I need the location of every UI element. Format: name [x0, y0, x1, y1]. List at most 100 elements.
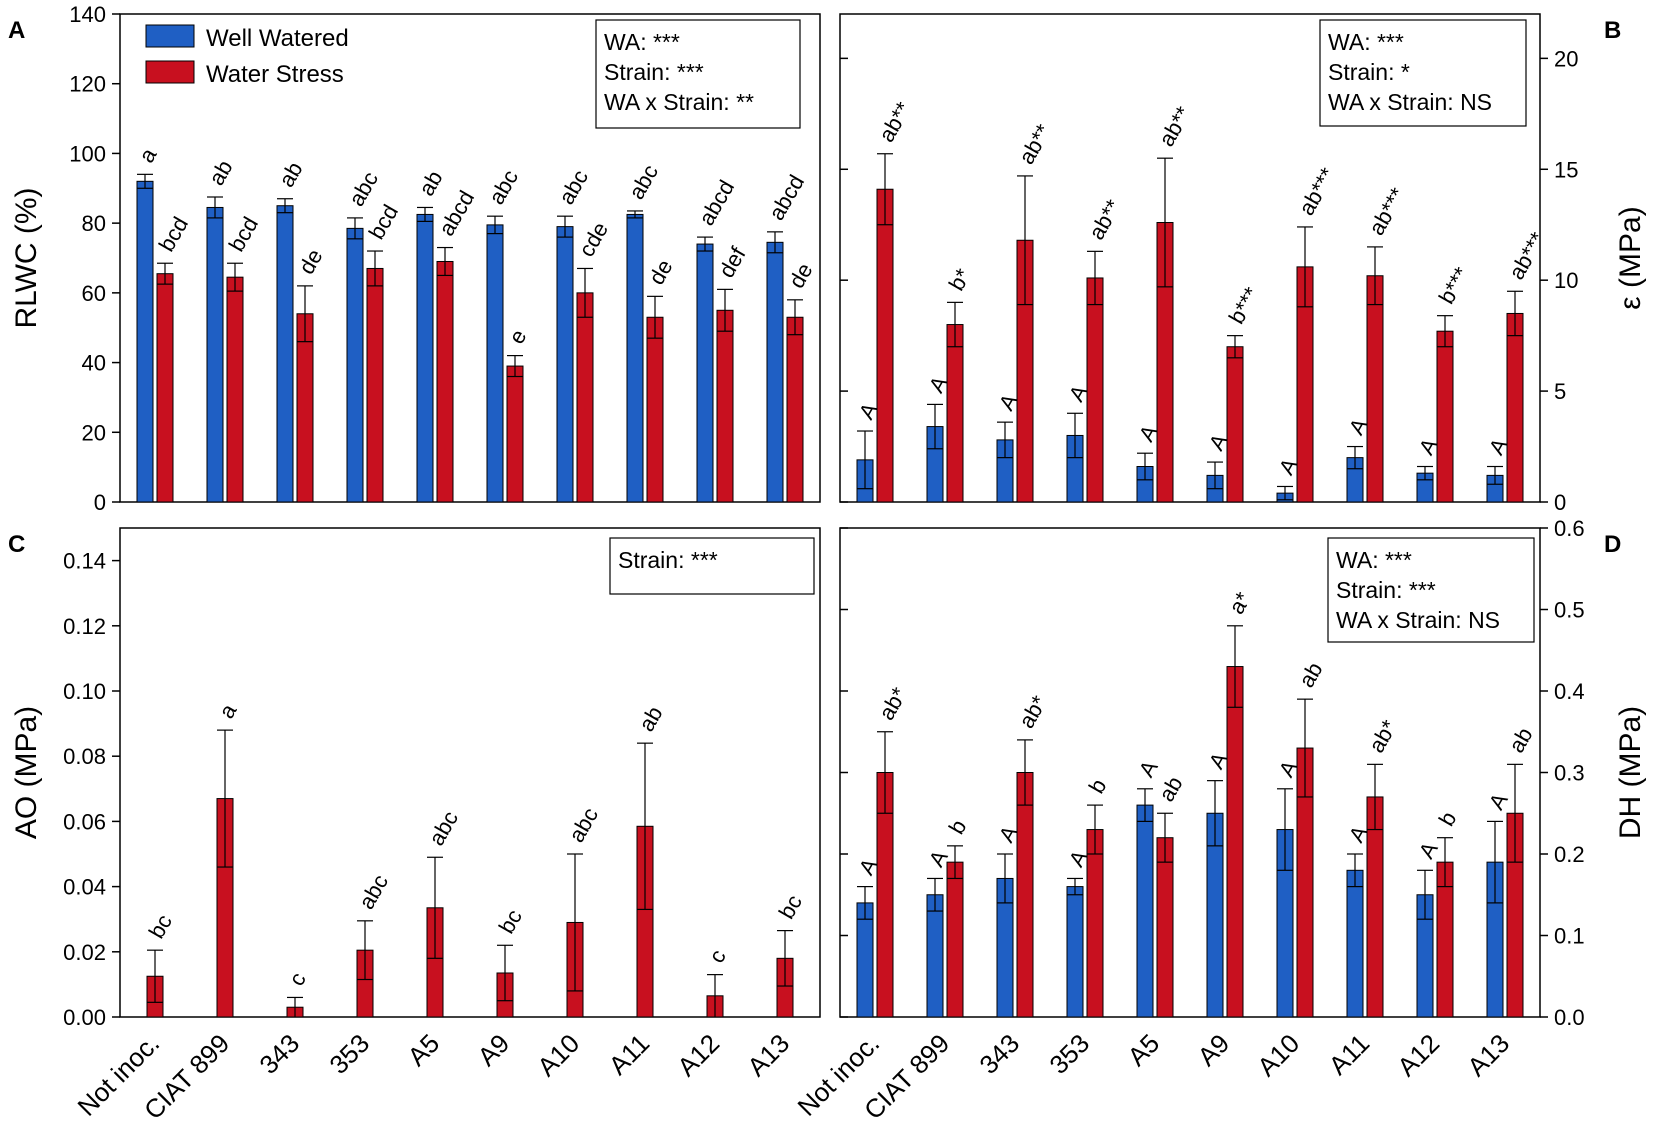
x-category-label: 343 [253, 1028, 305, 1080]
significance-label: ab [634, 702, 668, 736]
bar [366, 267, 384, 503]
significance-label: abcd [764, 171, 810, 225]
significance-label: b* [944, 264, 976, 295]
y-tick-label: 0 [1554, 490, 1566, 515]
stats-line: WA: *** [604, 29, 680, 55]
significance-label: de [294, 245, 328, 279]
significance-label: bcd [364, 200, 403, 243]
x-category-label: 353 [1043, 1028, 1095, 1080]
bar [1066, 886, 1084, 1018]
y-tick-label: 5 [1554, 379, 1566, 404]
stats-box [1327, 537, 1535, 643]
stats-line: Strain: * [1328, 59, 1410, 85]
y-tick-label: 0.08 [63, 744, 106, 769]
series-well-watered: aab ab abc ab abc abc abc abcd abcd [134, 143, 810, 503]
significance-label: ab** [1084, 195, 1127, 244]
significance-label: abc [624, 160, 663, 203]
significance-label: abcd [694, 176, 740, 230]
significance-label: a [134, 143, 162, 167]
y-tick-label: 0.06 [63, 809, 106, 834]
significance-label: abc [554, 165, 593, 208]
significance-label: ab [204, 156, 238, 190]
legend-label-well-watered: Well Watered [206, 25, 349, 52]
significance-label: ab* [1014, 691, 1052, 732]
significance-label: ab** [1154, 102, 1197, 151]
legend: Well Watered Water Stress [145, 24, 349, 88]
y-axis-title: RLWC (%) [10, 187, 43, 328]
bar [1156, 837, 1174, 1018]
y-tick-label: 0.14 [63, 549, 106, 574]
y-axis-title: AO (MPa) [10, 706, 43, 839]
significance-label: b [1084, 774, 1112, 797]
bar [876, 188, 894, 503]
bar [786, 316, 804, 503]
y-tick-label: 0.3 [1554, 761, 1585, 786]
y-tick-label: 0.04 [63, 875, 106, 900]
stats-line: WA x Strain: NS [1336, 607, 1500, 633]
stats-line: Strain: *** [1336, 577, 1436, 603]
x-category-label: A9 [472, 1028, 516, 1072]
y-tick-label: 0.1 [1554, 924, 1585, 949]
significance-label: A [1414, 837, 1443, 862]
significance-label: abc [484, 165, 523, 208]
series-water-stress: ab* b ab* b ab a* ab ab* b ab [874, 587, 1538, 1018]
x-category-label: A11 [603, 1028, 656, 1081]
bar [1086, 277, 1104, 503]
x-category-label: 353 [323, 1028, 375, 1080]
bar [696, 243, 714, 503]
x-category-label: A10 [531, 1028, 585, 1082]
significance-label: ab [1294, 658, 1328, 692]
panel-C: 0.00 0.02 0.04 0.06 0.08 0.10 0.12 0.14 AO (MPa)… [8, 527, 821, 1125]
significance-label: abc [424, 807, 463, 850]
x-category-label: A10 [1251, 1028, 1305, 1082]
significance-label: ab*** [1364, 183, 1411, 239]
y-tick-label: 10 [1554, 268, 1578, 293]
x-category-label: A13 [1461, 1028, 1515, 1082]
legend-swatch-well-watered [145, 24, 195, 48]
bar [626, 213, 644, 503]
plot-frame [119, 13, 821, 503]
y-axis-title: ε (MPa) [1614, 206, 1647, 309]
x-category-label: 343 [973, 1028, 1025, 1080]
plot-frame [839, 13, 1541, 503]
stats-line: WA x Strain: NS [1328, 89, 1492, 115]
panel-letter: B [1604, 17, 1621, 44]
bar [1436, 330, 1454, 503]
bar [1346, 869, 1364, 1018]
significance-label: abc [344, 167, 383, 210]
significance-label: abc [354, 870, 393, 913]
y-tick-label: 0.12 [63, 614, 106, 639]
x-category-label: A9 [1192, 1028, 1236, 1072]
y-tick-label: 40 [82, 351, 106, 376]
significance-label: def [714, 242, 751, 282]
plot-frame [119, 527, 821, 1018]
panel-letter: C [8, 531, 25, 558]
significance-label: c [284, 968, 311, 990]
bar [156, 273, 174, 503]
stats-box [609, 537, 815, 595]
y-tick-label: 140 [69, 2, 106, 27]
stats-line: WA x Strain: ** [604, 89, 754, 115]
significance-label: b*** [1434, 262, 1475, 308]
significance-label: A [1484, 788, 1513, 813]
y-tick-label: 0.02 [63, 940, 106, 965]
panel-letter: A [8, 17, 25, 44]
significance-label: a [214, 699, 242, 723]
bar [946, 324, 964, 503]
significance-label: e [504, 325, 532, 348]
y-tick-label: 80 [82, 211, 106, 236]
bar [206, 206, 224, 503]
bar [416, 213, 434, 503]
significance-label: bcd [154, 212, 193, 255]
significance-label: cde [574, 218, 613, 261]
stats-line: Strain: *** [604, 59, 704, 85]
y-tick-label: 0.0 [1554, 1005, 1585, 1030]
significance-label: bcd [224, 212, 263, 255]
y-tick-label: 0.10 [63, 679, 106, 704]
bar [276, 205, 294, 503]
significance-label: ab [1504, 723, 1538, 757]
